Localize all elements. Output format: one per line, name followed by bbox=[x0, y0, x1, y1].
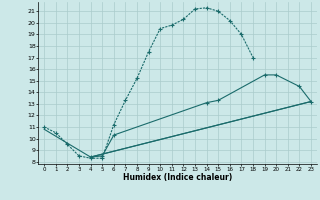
X-axis label: Humidex (Indice chaleur): Humidex (Indice chaleur) bbox=[123, 173, 232, 182]
